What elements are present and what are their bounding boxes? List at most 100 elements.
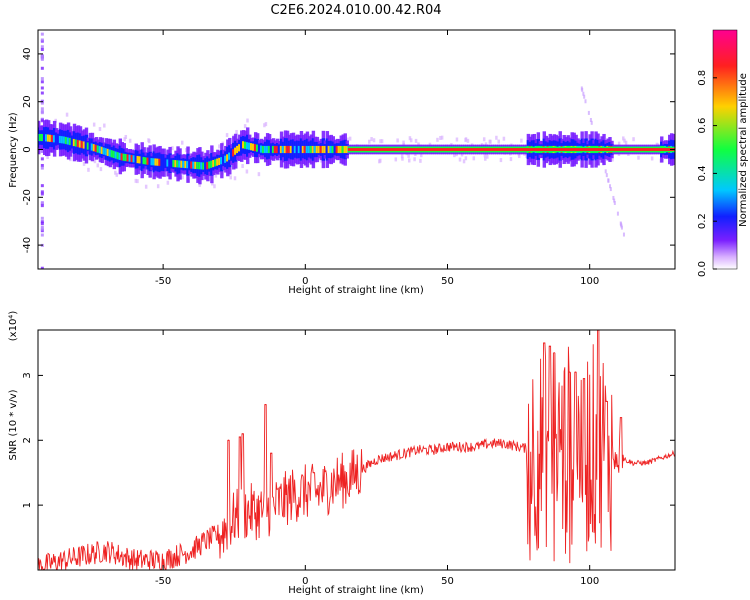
heatmap-cell — [321, 145, 326, 154]
heatmap-speckle — [171, 146, 174, 151]
heatmap-speckle — [40, 66, 44, 70]
heatmap-speckle — [214, 173, 218, 178]
snr-peak-point — [569, 371, 571, 373]
heatmap-speckle — [462, 159, 466, 164]
heatmap-speckle — [609, 187, 612, 192]
heatmap-cell — [162, 159, 166, 167]
heatmap-cell — [182, 160, 186, 168]
heatmap-cell — [335, 145, 339, 154]
y-tick-label: 1 — [22, 502, 33, 508]
heatmap-speckle — [622, 232, 625, 237]
heatmap-speckle — [40, 91, 44, 95]
heatmap-speckle — [611, 157, 614, 162]
heatmap-speckle — [40, 225, 44, 229]
heatmap-cell — [128, 154, 132, 162]
heatmap-cell — [279, 145, 284, 154]
heatmap-cell — [315, 145, 320, 154]
heatmap-cell — [208, 161, 212, 169]
heatmap-speckle — [613, 200, 616, 205]
colorbar-label: Normalized spectral amplitude — [738, 73, 749, 227]
heatmap-cell — [255, 144, 260, 152]
heatmap-cell — [192, 161, 196, 169]
heatmap-speckle — [453, 153, 456, 158]
snr-ticks: -50 0 50 100 1 2 3 — [22, 330, 675, 587]
x-tick-label: 50 — [441, 576, 454, 587]
heatmap-speckle — [414, 138, 418, 143]
heatmap-speckle — [413, 157, 416, 162]
heatmap-cell — [100, 146, 105, 154]
heatmap-cell — [74, 139, 79, 147]
heatmap-cell — [291, 145, 296, 154]
heatmap-cell — [339, 145, 343, 154]
heatmap-speckle — [164, 150, 168, 155]
heatmap-speckle — [40, 45, 44, 49]
heatmap-speckle — [40, 117, 44, 121]
heatmap-speckle — [156, 184, 160, 189]
y-tick-label: 40 — [22, 48, 33, 61]
heatmap-cell — [331, 145, 336, 154]
snr-xlabel: Height of straight line (km) — [288, 585, 424, 596]
spectrogram-ticks: -50 0 50 100 -40 -20 0 20 40 — [22, 30, 675, 287]
y-tick-label: 0 — [22, 146, 33, 152]
heatmap-speckle — [82, 161, 86, 166]
heatmap-cell — [142, 156, 146, 165]
heatmap-cell — [66, 137, 71, 145]
heatmap-cell — [110, 150, 115, 158]
heatmap-speckle — [580, 86, 583, 91]
heatmap-speckle — [379, 139, 382, 144]
heatmap-cell — [341, 145, 345, 154]
heatmap-cell — [293, 145, 298, 154]
snr-peak-point — [264, 403, 267, 406]
heatmap-cell — [150, 158, 154, 166]
heatmap-cell — [301, 145, 306, 154]
snr-frame — [37, 329, 676, 571]
heatmap-cell — [56, 135, 61, 143]
heatmap-speckle — [624, 140, 628, 145]
heatmap-cell — [218, 157, 222, 166]
y-tick-label: -40 — [22, 237, 33, 253]
heatmap-speckle — [394, 157, 398, 162]
heatmap-speckle — [40, 227, 44, 231]
heatmap-cell — [198, 162, 202, 170]
heatmap-cell — [174, 160, 178, 168]
heatmap-speckle — [229, 175, 232, 180]
heatmap-cell — [206, 162, 210, 170]
heatmap-cell — [194, 161, 198, 169]
heatmap-speckle — [211, 181, 214, 186]
heatmap-cell — [64, 136, 69, 145]
heatmap-cell — [327, 145, 332, 154]
heatmap-speckle — [40, 157, 44, 161]
heatmap-cell — [244, 141, 248, 149]
x-tick-label: 100 — [580, 276, 599, 287]
heatmap-cell — [96, 145, 101, 153]
heatmap-speckle — [439, 135, 442, 140]
x-tick-label: 0 — [302, 276, 308, 287]
heatmap-cell — [68, 137, 73, 146]
heatmap-speckle — [482, 137, 486, 142]
heatmap-cell — [222, 156, 226, 164]
heatmap-speckle — [458, 157, 462, 162]
heatmap-speckle — [407, 153, 410, 158]
heatmap-cell — [92, 144, 97, 152]
heatmap-speckle — [484, 156, 487, 161]
heatmap-speckle — [40, 86, 44, 90]
heatmap-speckle — [257, 172, 261, 177]
heatmap-cell — [319, 145, 324, 154]
heatmap-speckle — [370, 137, 373, 142]
snr-line-series — [38, 330, 675, 570]
heatmap-speckle — [320, 158, 323, 163]
heatmap-speckle — [483, 153, 487, 158]
heatmap-cell — [238, 144, 242, 152]
heatmap-cell — [180, 160, 184, 168]
snr-peak-point — [583, 378, 585, 380]
heatmap-speckle — [40, 32, 44, 36]
heatmap-speckle — [134, 178, 138, 183]
heatmap-speckle — [489, 139, 492, 144]
heatmap-speckle — [198, 182, 201, 187]
heatmap-cell — [289, 145, 294, 154]
heatmap-cell — [58, 135, 63, 144]
x-tick-label: 50 — [441, 276, 454, 287]
heatmap-cell — [269, 145, 274, 154]
heatmap-cell — [154, 158, 158, 166]
heatmap-cell — [234, 147, 238, 155]
